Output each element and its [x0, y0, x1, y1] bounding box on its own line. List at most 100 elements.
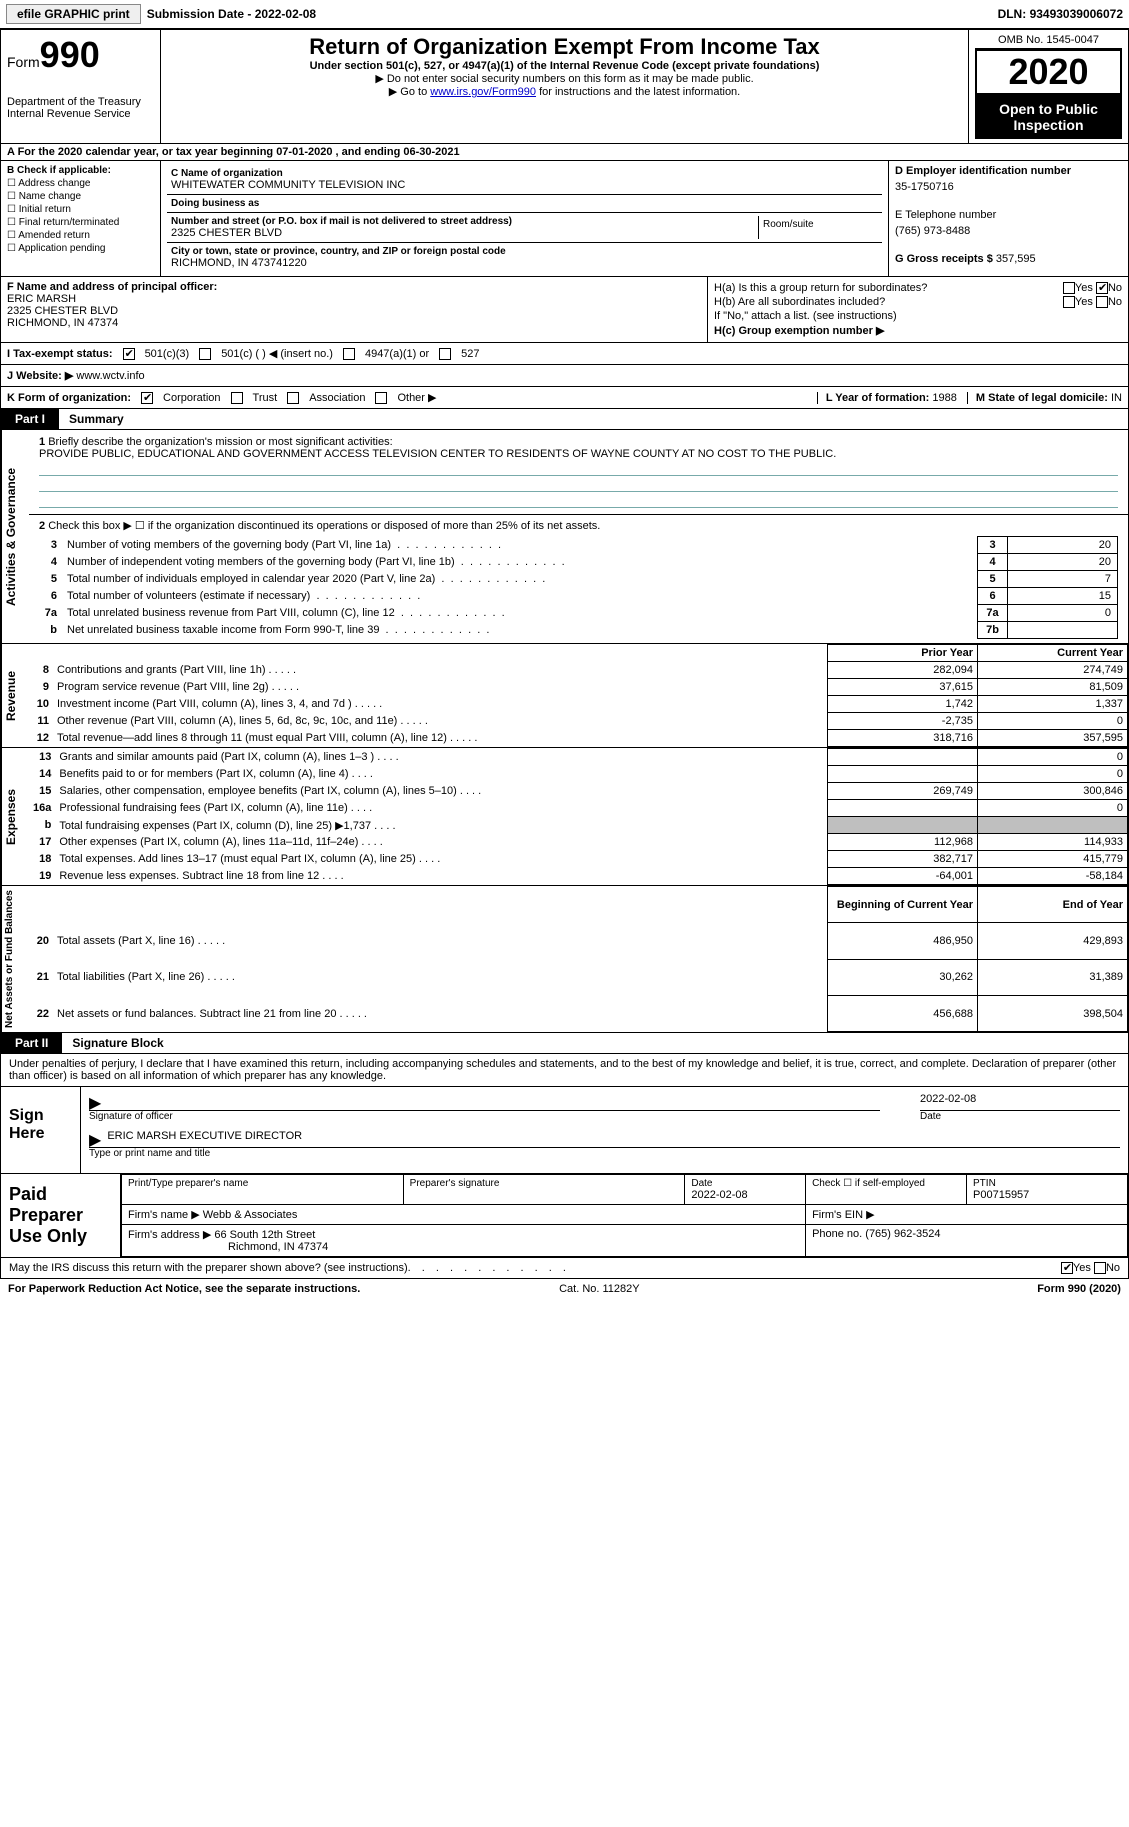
open-to-public: Open to Public Inspection: [975, 95, 1122, 139]
netassets-section: Net Assets or Fund Balances Beginning of…: [0, 886, 1129, 1033]
check-applicable-label: B Check if applicable:: [7, 165, 154, 176]
sign-here-block: Sign Here ▶ Signature of officer 2022-02…: [0, 1087, 1129, 1174]
part1-pill: Part I: [1, 409, 59, 429]
discuss-yes[interactable]: [1061, 1262, 1073, 1274]
discuss-row: May the IRS discuss this return with the…: [0, 1258, 1129, 1279]
check-address[interactable]: ☐ Address change: [7, 178, 154, 189]
website-value: www.wctv.info: [76, 370, 144, 382]
revenue-section: Revenue Prior YearCurrent Year8Contribut…: [0, 644, 1129, 748]
preparer-label: Paid Preparer Use Only: [1, 1174, 121, 1257]
tel-value: (765) 973-8488: [895, 225, 1122, 237]
city-value: RICHMOND, IN 473741220: [171, 257, 878, 269]
status-4947[interactable]: [343, 348, 355, 360]
website-row: J Website: ▶ www.wctv.info: [0, 365, 1129, 387]
gross-receipts: G Gross receipts $ 357,595: [895, 253, 1122, 265]
governance-section: Activities & Governance 1 Briefly descri…: [0, 430, 1129, 644]
efile-button[interactable]: efile GRAPHIC print: [6, 4, 141, 24]
netassets-vlabel: Net Assets or Fund Balances: [1, 886, 29, 1032]
dln: DLN: 93493039006072: [998, 7, 1123, 21]
addr-value: 2325 CHESTER BLVD: [171, 227, 758, 239]
part1-title: Summary: [59, 409, 134, 429]
ein-label: D Employer identification number: [895, 165, 1122, 177]
org-name-label: C Name of organization: [171, 168, 878, 179]
check-initial[interactable]: ☐ Initial return: [7, 204, 154, 215]
org-name: WHITEWATER COMMUNITY TELEVISION INC: [171, 179, 878, 191]
topbar: efile GRAPHIC print Submission Date - 20…: [0, 0, 1129, 29]
mission-question: Briefly describe the organization's miss…: [48, 436, 392, 448]
instructions-link-line: ▶ Go to www.irs.gov/Form990 for instruct…: [167, 85, 962, 98]
form-number: Form990: [7, 34, 154, 76]
status-527[interactable]: [439, 348, 451, 360]
tax-year-range: A For the 2020 calendar year, or tax yea…: [0, 144, 1129, 161]
org-other[interactable]: [375, 392, 387, 404]
sig-date: 2022-02-08: [920, 1093, 976, 1110]
tax-status-row: I Tax-exempt status: 501(c)(3) 501(c) ( …: [0, 343, 1129, 365]
omb-number: OMB No. 1545-0047: [975, 34, 1122, 49]
group-return-row: H(a) Is this a group return for subordin…: [714, 281, 1122, 295]
firm-name: Webb & Associates: [203, 1209, 298, 1221]
form-subtitle: Under section 501(c), 527, or 4947(a)(1)…: [167, 60, 962, 72]
tel-label: E Telephone number: [895, 209, 1122, 221]
sig-name: ERIC MARSH EXECUTIVE DIRECTOR: [107, 1130, 302, 1147]
part2-pill: Part II: [1, 1033, 62, 1053]
firm-addr: 66 South 12th Street: [214, 1229, 315, 1241]
status-501c3[interactable]: [123, 348, 135, 360]
org-corp[interactable]: [141, 392, 153, 404]
hb-no[interactable]: [1096, 296, 1108, 308]
org-assoc[interactable]: [287, 392, 299, 404]
ha-no[interactable]: [1096, 282, 1108, 294]
officer-label: F Name and address of principal officer:: [7, 281, 701, 293]
prep-self-label: Check ☐ if self-employed: [812, 1178, 960, 1189]
ein-value: 35-1750716: [895, 181, 1122, 193]
cat-no: Cat. No. 11282Y: [559, 1283, 640, 1295]
dept-label: Department of the Treasury Internal Reve…: [7, 96, 154, 120]
firm-ein-label: Firm's EIN ▶: [806, 1205, 1128, 1225]
form-header: Form990 Department of the Treasury Inter…: [0, 29, 1129, 144]
form-title: Return of Organization Exempt From Incom…: [167, 34, 962, 60]
ptin-label: PTIN: [973, 1178, 1121, 1189]
subordinates-row: H(b) Are all subordinates included? Yes …: [714, 295, 1122, 309]
revenue-vlabel: Revenue: [1, 644, 29, 747]
officer-group-block: F Name and address of principal officer:…: [0, 277, 1129, 343]
group-exemption-row: H(c) Group exemption number ▶: [714, 323, 1122, 338]
part1-header: Part I Summary: [0, 409, 1129, 430]
firm-phone: (765) 962-3524: [865, 1228, 940, 1240]
discontinued-check: Check this box ▶ ☐ if the organization d…: [48, 520, 600, 532]
tax-year: 2020: [975, 49, 1122, 95]
preparer-block: Paid Preparer Use Only Print/Type prepar…: [0, 1174, 1129, 1258]
attach-list-note: If "No," attach a list. (see instruction…: [714, 309, 1122, 323]
ssn-warning: ▶ Do not enter social security numbers o…: [167, 72, 962, 85]
officer-name: ERIC MARSH: [7, 293, 701, 305]
sig-name-label: Type or print name and title: [89, 1148, 1120, 1159]
part2-header: Part II Signature Block: [0, 1033, 1129, 1054]
status-501c[interactable]: [199, 348, 211, 360]
footer-line: For Paperwork Reduction Act Notice, see …: [0, 1279, 1129, 1299]
room-suite-label: Room/suite: [758, 216, 878, 239]
addr-label: Number and street (or P.O. box if mail i…: [171, 216, 758, 227]
ptin-value: P00715957: [973, 1189, 1029, 1201]
check-final[interactable]: ☐ Final return/terminated: [7, 217, 154, 228]
irs-link[interactable]: www.irs.gov/Form990: [430, 86, 536, 98]
prep-sig-label: Preparer's signature: [410, 1178, 679, 1189]
check-amended[interactable]: ☐ Amended return: [7, 230, 154, 241]
submission-label: Submission Date - 2022-02-08: [147, 7, 316, 21]
mission-text: PROVIDE PUBLIC, EDUCATIONAL AND GOVERNME…: [39, 448, 836, 460]
check-pending[interactable]: ☐ Application pending: [7, 243, 154, 254]
expenses-vlabel: Expenses: [1, 748, 29, 885]
sign-here-label: Sign Here: [1, 1087, 81, 1173]
hb-yes[interactable]: [1063, 296, 1075, 308]
form-org-row: K Form of organization: Corporation Trus…: [0, 387, 1129, 409]
dba-label: Doing business as: [171, 198, 878, 209]
perjury-statement: Under penalties of perjury, I declare th…: [0, 1054, 1129, 1087]
governance-vlabel: Activities & Governance: [1, 430, 29, 643]
part2-title: Signature Block: [62, 1033, 173, 1053]
check-name[interactable]: ☐ Name change: [7, 191, 154, 202]
officer-addr2: RICHMOND, IN 47374: [7, 317, 701, 329]
officer-addr1: 2325 CHESTER BLVD: [7, 305, 701, 317]
org-trust[interactable]: [231, 392, 243, 404]
discuss-no[interactable]: [1094, 1262, 1106, 1274]
ha-yes[interactable]: [1063, 282, 1075, 294]
sig-date-label: Date: [920, 1111, 1120, 1122]
expenses-section: Expenses 13Grants and similar amounts pa…: [0, 748, 1129, 886]
identity-block: B Check if applicable: ☐ Address change …: [0, 161, 1129, 277]
